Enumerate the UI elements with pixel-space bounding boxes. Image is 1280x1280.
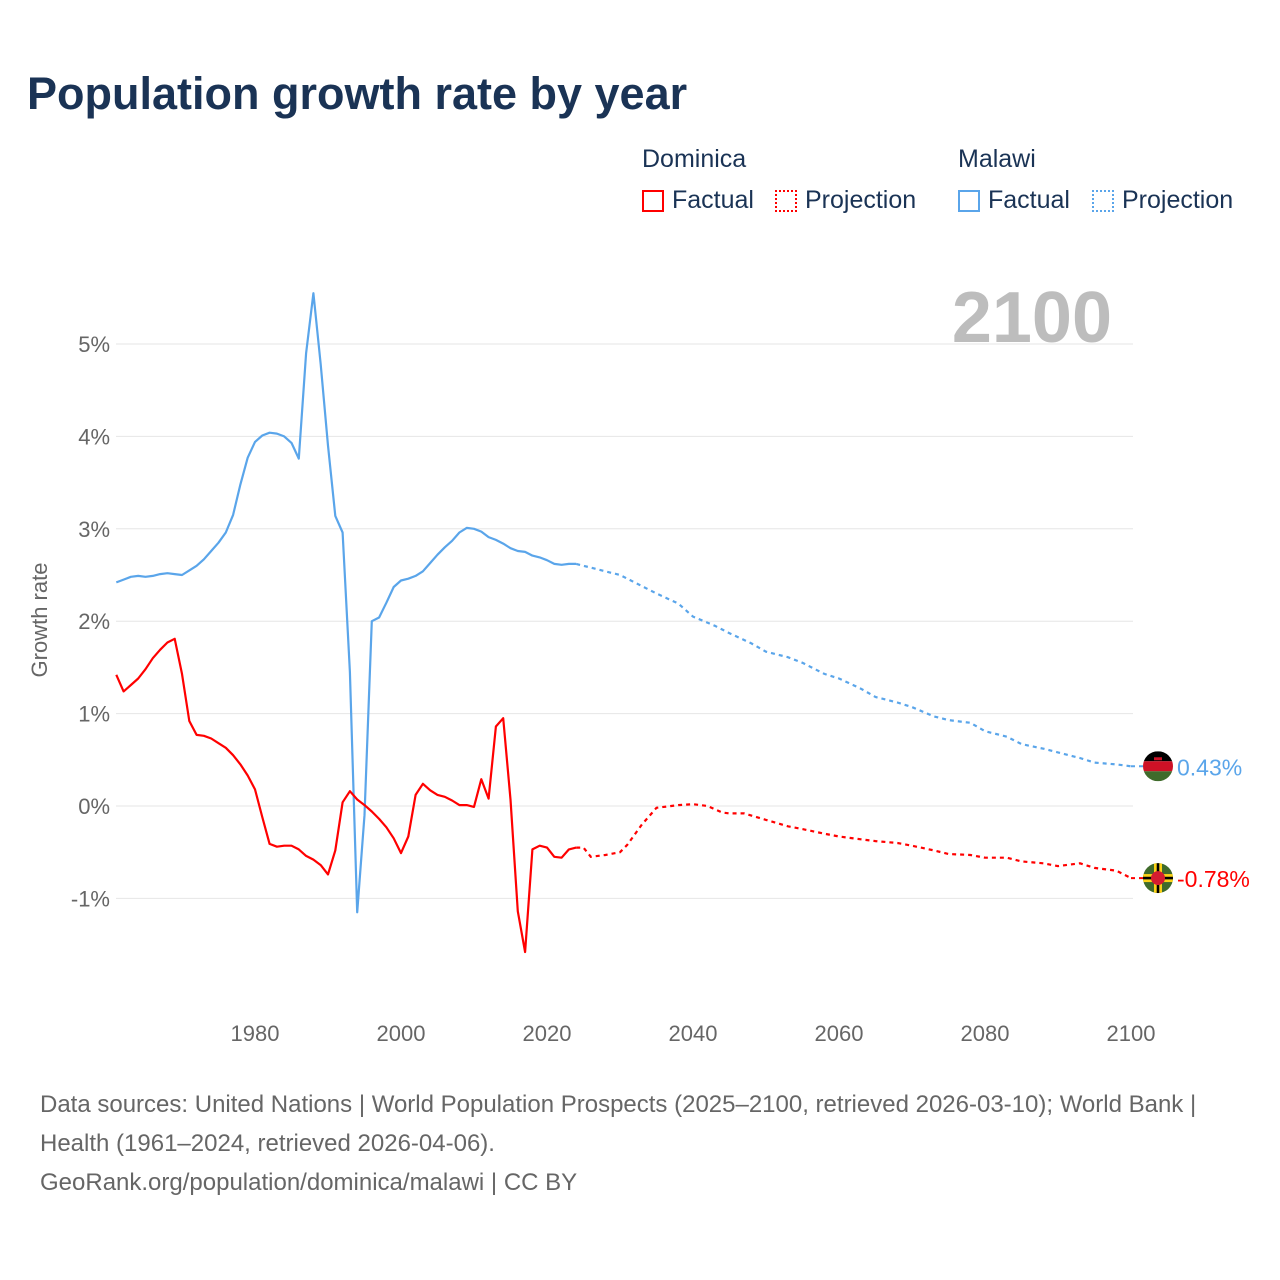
legend-group-dominica: Dominica: [642, 145, 747, 173]
legend-label: Factual: [988, 186, 1070, 214]
y-tick-label: -1%: [71, 886, 110, 911]
flag-disc: [1151, 871, 1165, 886]
dominica-flag-icon: [1143, 863, 1173, 894]
flag-stripe-red: [1143, 761, 1173, 772]
legend-swatch-dotted: [1092, 189, 1114, 212]
y-axis-label: Growth rate: [27, 562, 52, 678]
x-tick-label: 2040: [669, 1021, 718, 1046]
page-title: Population growth rate by year: [27, 68, 688, 119]
x-tick-label: 2020: [523, 1021, 572, 1046]
x-tick-label: 2080: [961, 1021, 1010, 1046]
legend-label: Projection: [805, 186, 917, 214]
year-overlay: 2100: [952, 278, 1112, 358]
dominica-end-value-label: -0.78%: [1177, 866, 1250, 892]
dominica-factual-line: [115, 637, 577, 954]
legend-swatch-solid: [958, 189, 980, 212]
end-markers: 0.43% -0.78%: [1143, 751, 1250, 894]
legend-swatch-solid: [642, 189, 664, 212]
y-tick-label: 4%: [78, 424, 110, 449]
legend-group-malawi: Malawi: [958, 145, 1036, 173]
flag-sun: [1154, 757, 1162, 761]
y-axis-ticks: -1% 0% 1% 2% 3% 4% 5%: [71, 332, 110, 911]
y-tick-label: 0%: [78, 794, 110, 819]
y-tick-label: 1%: [78, 702, 110, 727]
legend-malawi-factual[interactable]: Factual: [958, 186, 1070, 215]
legend-malawi-projection[interactable]: Projection: [1092, 186, 1233, 215]
data-sources: Data sources: United Nations | World Pop…: [40, 1091, 1197, 1157]
legend-label: Projection: [1122, 186, 1234, 214]
flag-stripe-green: [1143, 771, 1173, 782]
malawi-flag-icon: [1143, 751, 1173, 782]
malawi-projection-line: [575, 562, 1132, 768]
x-tick-label: 2100: [1107, 1021, 1156, 1046]
x-axis-ticks: 1980 2000 2020 2040 2060 2080 2100: [231, 1021, 1156, 1046]
gridlines: [116, 343, 1133, 899]
malawi-end-value-label: 0.43%: [1177, 754, 1242, 780]
flag-stripe-black: [1143, 751, 1173, 762]
series-lines: [115, 292, 1146, 954]
x-tick-label: 1980: [231, 1021, 280, 1046]
legend-dominica-projection[interactable]: Projection: [775, 186, 916, 215]
legend-dominica-factual[interactable]: Factual: [642, 186, 754, 215]
x-tick-label: 2060: [815, 1021, 864, 1046]
y-tick-label: 5%: [78, 332, 110, 357]
y-tick-label: 3%: [78, 517, 110, 542]
credit-link[interactable]: GeoRank.org/population/dominica/malawi |…: [40, 1169, 578, 1196]
y-tick-label: 2%: [78, 609, 110, 634]
x-tick-label: 2000: [377, 1021, 426, 1046]
dominica-projection-line: [576, 803, 1132, 880]
legend-swatch-dotted: [775, 189, 797, 212]
malawi-factual-line: [115, 292, 577, 914]
legend-label: Factual: [672, 186, 754, 214]
